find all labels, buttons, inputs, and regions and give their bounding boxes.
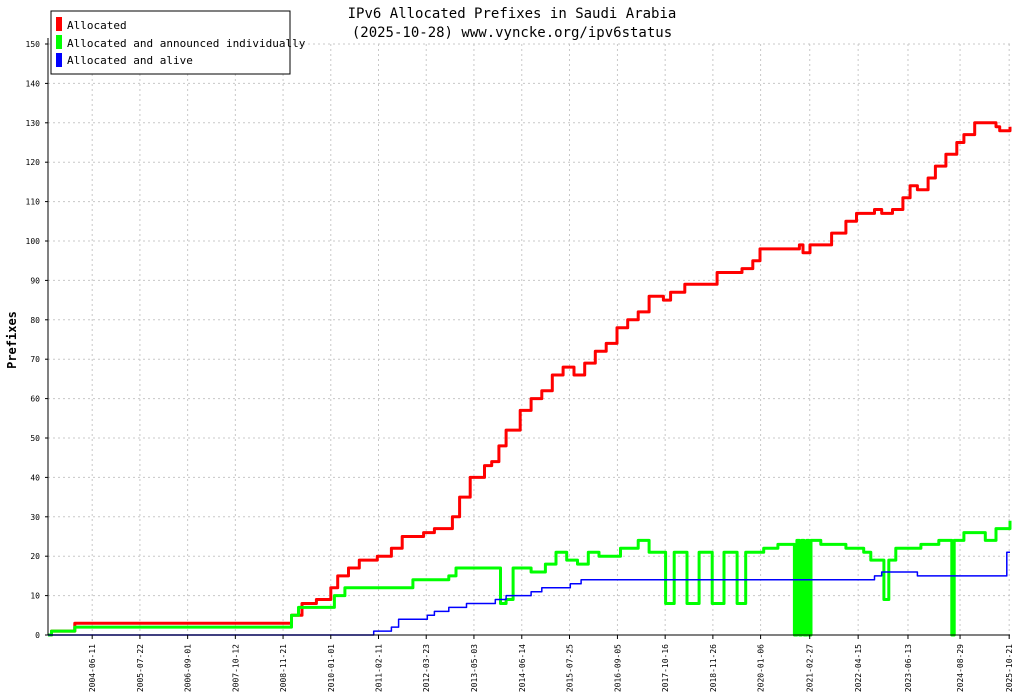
chart-subtitle: (2025-10-28) www.vyncke.org/ipv6status bbox=[352, 25, 672, 41]
y-tick-label: 60 bbox=[30, 395, 40, 404]
chart-title: IPv6 Allocated Prefixes in Saudi Arabia bbox=[348, 6, 677, 22]
x-tick-label: 2023-06-13 bbox=[904, 644, 913, 692]
x-tick-label: 2025-10-21 bbox=[1005, 644, 1014, 692]
series-lines bbox=[48, 121, 1012, 637]
x-tick-label: 2006-09-01 bbox=[184, 644, 193, 692]
x-tick-label: 2024-08-29 bbox=[956, 644, 965, 692]
legend-box bbox=[50, 10, 291, 75]
y-tick-label: 90 bbox=[30, 276, 40, 285]
legend-label-allocated: Allocated bbox=[67, 19, 127, 32]
series-line-allocated bbox=[48, 121, 1012, 637]
y-tick-label: 110 bbox=[26, 198, 41, 207]
x-tick-label: 2012-03-23 bbox=[422, 644, 431, 692]
y-tick-label: 30 bbox=[30, 513, 40, 522]
x-tick-label: 2020-01-06 bbox=[757, 644, 766, 692]
x-tick-label: 2008-11-21 bbox=[279, 644, 288, 692]
x-tick-label: 2017-10-16 bbox=[661, 644, 670, 692]
x-tick-label: 2013-05-03 bbox=[470, 644, 479, 692]
x-tick-label: 2016-09-05 bbox=[613, 644, 622, 692]
x-tick-label: 2007-10-12 bbox=[231, 644, 240, 692]
legend-swatch-announced bbox=[56, 35, 62, 49]
y-tick-label: 140 bbox=[26, 79, 41, 88]
y-tick-label: 40 bbox=[30, 473, 40, 482]
y-tick-label: 100 bbox=[26, 237, 41, 246]
x-tick-label: 2004-06-11 bbox=[88, 644, 97, 692]
y-tick-label: 150 bbox=[26, 40, 41, 49]
grid bbox=[48, 43, 1010, 635]
x-tick-label: 2014-06-14 bbox=[518, 644, 527, 692]
x-tick-label: 2021-02-27 bbox=[806, 644, 815, 692]
y-tick-label: 0 bbox=[35, 631, 40, 640]
x-tick-label: 2015-07-25 bbox=[565, 644, 574, 692]
y-tick-label: 120 bbox=[26, 158, 41, 167]
series-line-announced bbox=[48, 520, 1012, 637]
legend-swatch-allocated bbox=[56, 17, 62, 31]
legend-label-alive: Allocated and alive bbox=[67, 54, 193, 67]
y-tick-label: 70 bbox=[30, 355, 40, 364]
y-tick-label: 80 bbox=[30, 316, 40, 325]
series-line-alive bbox=[48, 551, 1010, 636]
legend: Allocated Allocated and announced indivi… bbox=[50, 10, 306, 75]
legend-swatch-alive bbox=[56, 53, 62, 67]
x-tick-label: 2011-02-11 bbox=[375, 644, 384, 692]
y-tick-label: 20 bbox=[30, 552, 40, 561]
axes: 0 10 20 30 40 50 60 70 80 90 100 110 120 130 140 150 200… bbox=[26, 38, 1014, 692]
x-tick-label: 2010-01-01 bbox=[327, 644, 336, 692]
y-tick-label: 10 bbox=[30, 592, 40, 601]
legend-label-announced: Allocated and announced individually bbox=[67, 37, 306, 50]
y-axis-label: Prefixes bbox=[5, 311, 19, 369]
y-tick-label: 50 bbox=[30, 434, 40, 443]
y-tick-label: 130 bbox=[26, 119, 41, 128]
x-tick-label: 2022-04-15 bbox=[854, 644, 863, 692]
x-tick-label: 2005-07-22 bbox=[136, 644, 145, 692]
x-tick-label: 2018-11-26 bbox=[709, 644, 718, 692]
